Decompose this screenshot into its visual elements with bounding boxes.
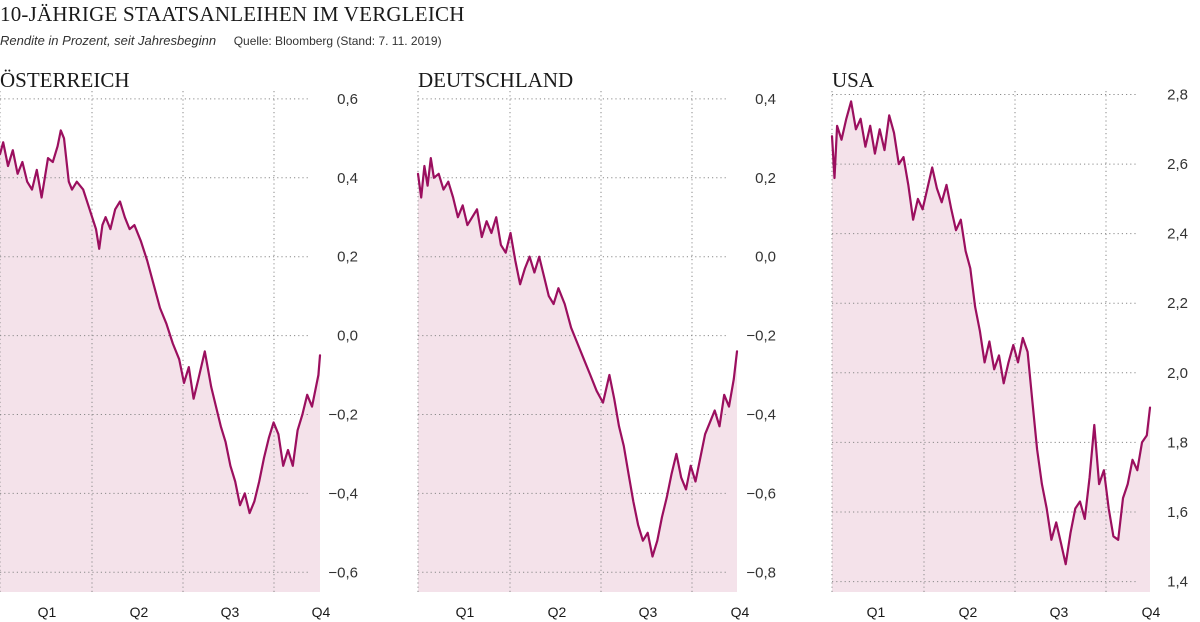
x-tick-label: Q1 [867,604,886,620]
y-tick-label: 1,4 [1167,574,1188,591]
y-tick-label: −0,6 [746,485,776,502]
y-tick-label: 0,4 [755,91,776,108]
x-tick-label: Q3 [221,604,240,620]
area-fill-oesterreich [0,130,320,592]
x-tick-label: Q2 [130,604,149,620]
x-tick-label: Q1 [38,604,57,620]
y-tick-label: −0,8 [746,564,776,581]
chart-source: Quelle: Bloomberg (Stand: 7. 11. 2019) [233,34,442,48]
x-tick-label: Q4 [731,604,750,620]
x-tick-label: Q3 [1050,604,1069,620]
y-tick-label: −0,4 [328,485,358,502]
y-tick-label: −0,2 [328,407,358,424]
area-fill-usa [832,101,1150,593]
x-tick-label: Q2 [548,604,567,620]
x-tick-label: Q4 [1142,604,1161,620]
y-tick-label: 2,0 [1167,365,1188,382]
y-tick-label: 1,8 [1167,434,1188,451]
data-line-usa [830,100,1152,566]
panel-title-usa: USA [832,68,875,92]
x-tick-label: Q1 [456,604,475,620]
chart-title: 10-JÄHRIGE STAATSANLEIHEN IM VERGLEICH [0,2,465,26]
chart-subtitle: Rendite in Prozent, seit Jahresbeginn [0,33,217,48]
y-tick-label: 0,4 [337,170,358,187]
y-tick-label: 0,2 [337,249,358,266]
y-tick-label: 2,4 [1167,226,1188,243]
y-tick-label: 0,0 [337,328,358,345]
panel-title-deutschland: DEUTSCHLAND [418,68,574,92]
y-tick-label: 0,6 [337,91,358,108]
y-tick-label: −0,2 [746,328,776,345]
y-tick-label: 2,2 [1167,295,1188,312]
y-tick-label: −0,4 [746,407,776,424]
y-tick-label: 0,2 [755,170,776,187]
y-tick-label: 0,0 [755,249,776,266]
x-tick-label: Q2 [959,604,978,620]
y-tick-label: 1,6 [1167,504,1188,521]
y-tick-label: 2,6 [1167,156,1188,173]
panel-title-oesterreich: ÖSTERREICH [0,68,130,92]
area-fill-deutschland [418,158,737,592]
data-line-deutschland [416,157,739,558]
y-tick-label: 2,8 [1167,87,1188,104]
x-tick-label: Q4 [312,604,331,620]
data-line-oesterreich [0,129,322,515]
y-tick-label: −0,6 [328,564,358,581]
chart-subtitle-line: Rendite in Prozent, seit Jahresbeginn Qu… [0,33,442,48]
x-tick-label: Q3 [639,604,658,620]
